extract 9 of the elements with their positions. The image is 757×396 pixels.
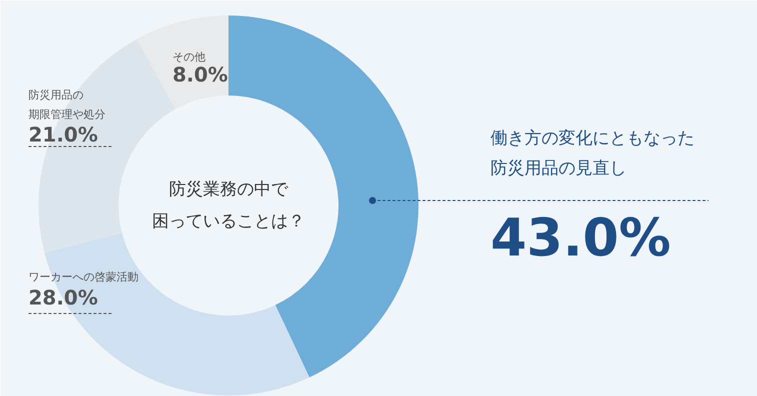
text: 防災業務の中で困っていることは？ [152,180,305,232]
data-label: 21.0% [28,122,98,146]
slice-label: 働き方の変化にともなった防災用品の見直し [490,128,694,178]
data-label: 8.0% [172,62,228,86]
slice-label: ワーカーへの啓蒙活動 [28,270,138,284]
data-label: 43.0% [490,208,671,268]
slice-label: その他 [172,50,206,64]
data-label: 28.0% [28,286,98,310]
slice-label: 防災用品の期限管理や処分 [28,88,106,121]
